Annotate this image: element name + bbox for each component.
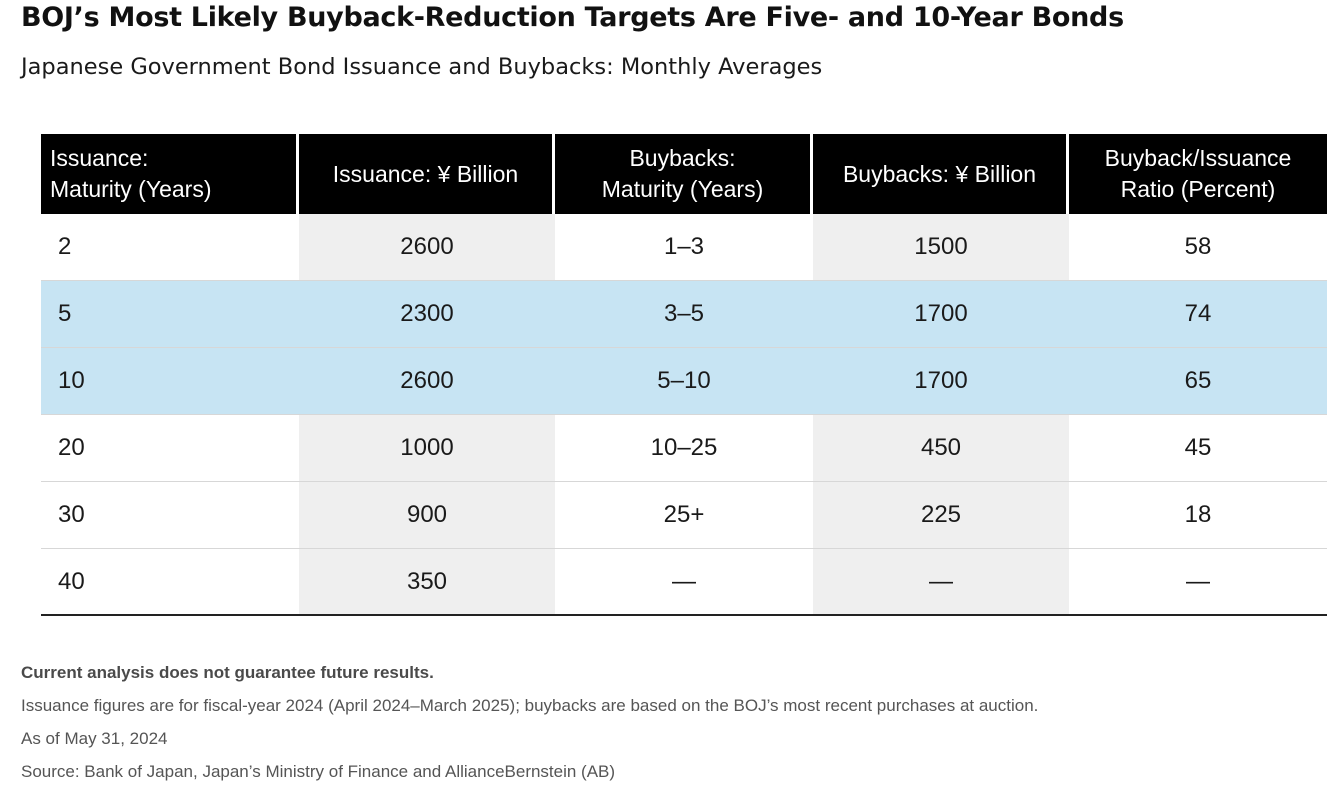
table-cell: 2600 <box>400 367 454 394</box>
table-cell: 40 <box>58 567 85 595</box>
footnotes: Current analysis does not guarantee futu… <box>21 660 1038 792</box>
table-cell: — <box>813 549 1069 614</box>
issuance-note: Issuance figures are for fiscal-year 202… <box>21 696 1039 715</box>
table-cell: 18 <box>1184 501 1212 528</box>
header-buyback-amount: Buybacks: ¥ Billion <box>813 134 1069 214</box>
table-cell: 10–25 <box>650 434 718 461</box>
table-row: 30 900 25+ 225 18 <box>41 482 1327 549</box>
table-cell: 5–10 <box>657 367 711 394</box>
table-header-row: Issuance: Maturity (Years) Issuance: ¥ B… <box>41 134 1327 214</box>
source-note: Source: Bank of Japan, Japan’s Ministry … <box>21 762 616 781</box>
table-cell: 1500 <box>813 214 1069 280</box>
chart-subtitle: Japanese Government Bond Issuance and Bu… <box>21 54 823 80</box>
bond-table: Issuance: Maturity (Years) Issuance: ¥ B… <box>41 134 1327 616</box>
table-cell: 5 <box>58 300 72 327</box>
table-cell: 58 <box>1184 233 1212 260</box>
table-cell: 45 <box>1184 434 1212 461</box>
table-cell: 1000 <box>299 415 555 481</box>
table-row: 5 2300 3–5 1700 74 <box>41 281 1327 348</box>
table-cell: — <box>672 567 696 595</box>
table-cell: 1–3 <box>663 233 705 260</box>
table-cell: 2 <box>58 233 72 260</box>
disclaimer-note: Current analysis does not guarantee futu… <box>21 663 434 682</box>
table-cell: 25+ <box>663 501 705 528</box>
table-cell: 1700 <box>914 300 968 327</box>
table-cell: 3–5 <box>663 300 705 327</box>
table-cell: 30 <box>58 501 85 528</box>
table-cell: 225 <box>813 482 1069 548</box>
table-row: 10 2600 5–10 1700 65 <box>41 348 1327 415</box>
table-cell: 65 <box>1184 367 1212 394</box>
table-row: 20 1000 10–25 450 45 <box>41 415 1327 482</box>
header-issuance-amount: Issuance: ¥ Billion <box>299 134 555 214</box>
table-cell: 900 <box>299 482 555 548</box>
table-cell: 1700 <box>914 367 968 394</box>
header-ratio: Buyback/Issuance Ratio (Percent) <box>1069 134 1327 214</box>
header-issuance-maturity: Issuance: Maturity (Years) <box>41 134 299 214</box>
table-cell: 2300 <box>400 300 454 327</box>
table-cell: — <box>1186 567 1210 595</box>
chart-title: BOJ’s Most Likely Buyback-Reduction Targ… <box>21 2 1124 33</box>
table-cell: 2600 <box>299 214 555 280</box>
header-buyback-maturity: Buybacks: Maturity (Years) <box>555 134 813 214</box>
table-cell: 350 <box>299 549 555 614</box>
table-row: 2 2600 1–3 1500 58 <box>41 214 1327 281</box>
table-row: 40 350 — — — <box>41 549 1327 616</box>
table-cell: 74 <box>1184 300 1212 327</box>
table-cell: 450 <box>813 415 1069 481</box>
table-cell: 10 <box>58 367 85 394</box>
table-cell: 20 <box>58 434 85 461</box>
date-note: As of May 31, 2024 <box>21 729 168 748</box>
